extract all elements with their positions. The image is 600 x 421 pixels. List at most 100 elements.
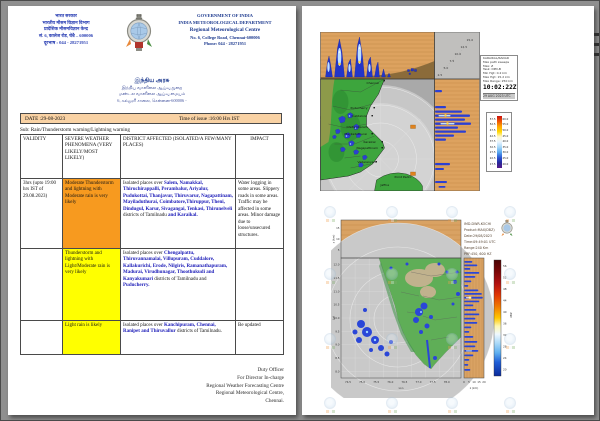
svg-text:75.5: 75.5 — [373, 380, 379, 384]
map-place-labels: Chennai Puducherry Cuddalore Chidambaram… — [345, 81, 412, 187]
svg-text:52: 52 — [503, 276, 507, 280]
svg-text:5: 5 — [468, 380, 470, 384]
scrollbar-mark[interactable] — [594, 33, 599, 36]
radar2-x-axis-label: Lon — [399, 386, 404, 390]
watermark-logo — [446, 397, 459, 414]
hindi-address-block: भारत सरकार भारतीय मौसम विज्ञान विभाग प्र… — [18, 13, 114, 55]
svg-text:28: 28 — [503, 345, 507, 349]
radar1-info-line: Max: Z — [483, 63, 494, 68]
table-row: 3hrs (upto 19:00 hrs IST of 29.08.2023) … — [20, 178, 284, 249]
hindi-line: भारतीय मौसम विज्ञान विभाग — [42, 19, 90, 25]
district-names: Chengalpattu, Thiruvannamalai, Villupura… — [123, 250, 228, 282]
district-names-2: and Karaikal. — [167, 213, 198, 218]
svg-text:7.5: 7.5 — [450, 59, 455, 63]
svg-text:5: 5 — [338, 248, 340, 252]
issue-date: DATE :29-08-2023 — [25, 116, 66, 122]
svg-text:5.0: 5.0 — [444, 66, 449, 70]
signature-block: Duty Officer For Director In-charge Regi… — [8, 367, 284, 406]
hindi-line: दूरभाष : 044 - 28271951 — [43, 39, 89, 45]
svg-text:9.0: 9.0 — [335, 343, 340, 347]
tamil-address-block: இந்திய அரசு இந்திய வானிலை ஆய்வு துறை மண்… — [8, 78, 296, 104]
english-line: Phone: 044 - 28271951 — [203, 41, 247, 47]
svg-text:8.0: 8.0 — [335, 369, 340, 373]
svg-text:Jaffna: Jaffna — [380, 183, 390, 187]
tamil-line: 6, கல்லூரி சாலை, சென்னை-600006 - — [117, 97, 187, 103]
radar-image-karaikal: 15.0 12.5 10.0 7.5 5.0 2.5 — [306, 31, 480, 233]
issue-time: Time of issue :16:00 Hrs IST — [179, 116, 240, 122]
phenomena-cell: Light rain is likely — [62, 320, 121, 355]
district-mid: districts of Tamilnadu and — [153, 276, 207, 282]
table-row: Light rain is likely Isolated places ove… — [20, 320, 284, 355]
svg-text:9.5: 9.5 — [335, 329, 340, 333]
watermark-logo — [386, 397, 399, 414]
radar1-info-line: Max Hgt: 15.2 km — [483, 74, 510, 79]
svg-text:Nagapattinam: Nagapattinam — [357, 146, 378, 150]
radar1-colorbar-left-labels: 57.5 52.5 47.5 42.5 37.5 32.5 27.5 22.5 17.5 — [489, 117, 496, 166]
radar1-colorbar-gradient — [496, 116, 502, 168]
svg-text:12.0: 12.0 — [334, 263, 340, 267]
svg-text:15: 15 — [336, 226, 340, 230]
district-cell: Isolated places over Salem, Namakkal, Th… — [120, 178, 236, 249]
imd-logo — [123, 13, 155, 55]
tamil-line: மண்டல வானிலை ஆய்வு மையம் — [118, 91, 186, 97]
svg-text:2.5: 2.5 — [438, 73, 443, 77]
district-names: Salem, Namakkal, Thiruchirappalli, Peram… — [123, 180, 233, 212]
page-warning-bulletin: भारत सरकार भारतीय मौसम विज्ञान विभाग प्र… — [8, 6, 296, 415]
svg-text:Product:MAX(DBZ): Product:MAX(DBZ) — [464, 228, 495, 232]
svg-text:11.5: 11.5 — [334, 276, 340, 280]
district-names: Kanchipuram, Chennai, Ranipet and Thiruv… — [123, 322, 216, 335]
svg-text:12.5: 12.5 — [461, 45, 468, 49]
signature-line: Regional Meteorological Centre, — [215, 390, 284, 397]
date-bar: DATE :29-08-2023 Time of issue :16:00 Hr… — [20, 113, 282, 124]
svg-text:10: 10 — [336, 237, 340, 241]
svg-text:8.5: 8.5 — [335, 356, 340, 360]
watermark-logo — [504, 397, 517, 414]
hindi-line: प्रादेशिक मौसमविज्ञान केन्द्र — [44, 26, 88, 32]
svg-text:11.0: 11.0 — [334, 289, 340, 293]
svg-text:76.5: 76.5 — [401, 380, 407, 384]
impact-cell: Water logging in some areas. Slippery ro… — [235, 178, 284, 249]
col-header-validity: VALIDITY — [20, 134, 63, 179]
radar2-info-block: IMD-DWR-KOCHI Product:MAX(DBZ) Date:29/0… — [463, 222, 496, 256]
radar1-datestamp: 29 AUG 2023 UTC — [483, 93, 515, 99]
radar2-right-echoes — [464, 261, 483, 371]
warning-table: VALIDITY SEVERE WEATHER PHENOMENA (VERY … — [20, 134, 284, 355]
impact-cell — [235, 248, 284, 321]
radar1-timestamp: 10:02:22Z — [483, 84, 517, 92]
svg-text:56: 56 — [503, 264, 507, 268]
svg-text:Chennai: Chennai — [367, 81, 379, 85]
svg-text:IMD-DWR-KOCHI: IMD-DWR-KOCHI — [464, 222, 491, 226]
radar2-map-echoes — [352, 262, 460, 360]
signature-line: Regional Weather Forecasting Centre — [206, 382, 284, 389]
radar2-zkm-axis-label: z (km) — [332, 235, 336, 244]
scrollbar-mark[interactable] — [594, 43, 599, 46]
svg-text:75.0: 75.0 — [359, 380, 365, 384]
svg-text:40: 40 — [503, 310, 507, 314]
svg-text:74.5: 74.5 — [345, 380, 351, 384]
signature-line: Duty Officer — [257, 367, 284, 373]
district-names-2: Puducherry. — [123, 283, 150, 288]
signature-line: For Director In-charge — [237, 374, 284, 381]
scrollbar-mark[interactable] — [594, 53, 599, 56]
svg-text:77.0: 77.0 — [416, 380, 422, 384]
svg-text:78.0: 78.0 — [444, 380, 450, 384]
svg-text:Cuddalore: Cuddalore — [352, 114, 367, 118]
impact-cell: Be updated — [235, 320, 284, 355]
svg-text:15: 15 — [477, 380, 481, 384]
col-header-impact: IMPACT — [235, 134, 284, 179]
svg-text:10.5: 10.5 — [334, 303, 340, 307]
svg-text:Range:240 Km: Range:240 Km — [464, 246, 488, 250]
english-address-block: GOVERNMENT OF INDIA INDIA METEOROLOGICAL… — [164, 13, 286, 55]
validity-cell — [20, 320, 63, 355]
english-line: Regional Meteorological Centre — [189, 26, 261, 33]
svg-text:44: 44 — [503, 299, 507, 303]
english-line: INDIA METEOROLOGICAL DEPARTMENT — [178, 19, 272, 25]
district-prefix: Isolated places over — [123, 322, 164, 328]
radar2-y-axis-label: Lat — [332, 316, 336, 320]
svg-text:Karaikal: Karaikal — [364, 140, 376, 144]
table-header-row: VALIDITY SEVERE WEATHER PHENOMENA (VERY … — [20, 134, 284, 179]
radar-echoes-land — [332, 112, 368, 168]
svg-text:48: 48 — [503, 287, 507, 291]
subject-line: Sub: Rain/Thunderstorm warning/Lightning… — [20, 127, 130, 133]
